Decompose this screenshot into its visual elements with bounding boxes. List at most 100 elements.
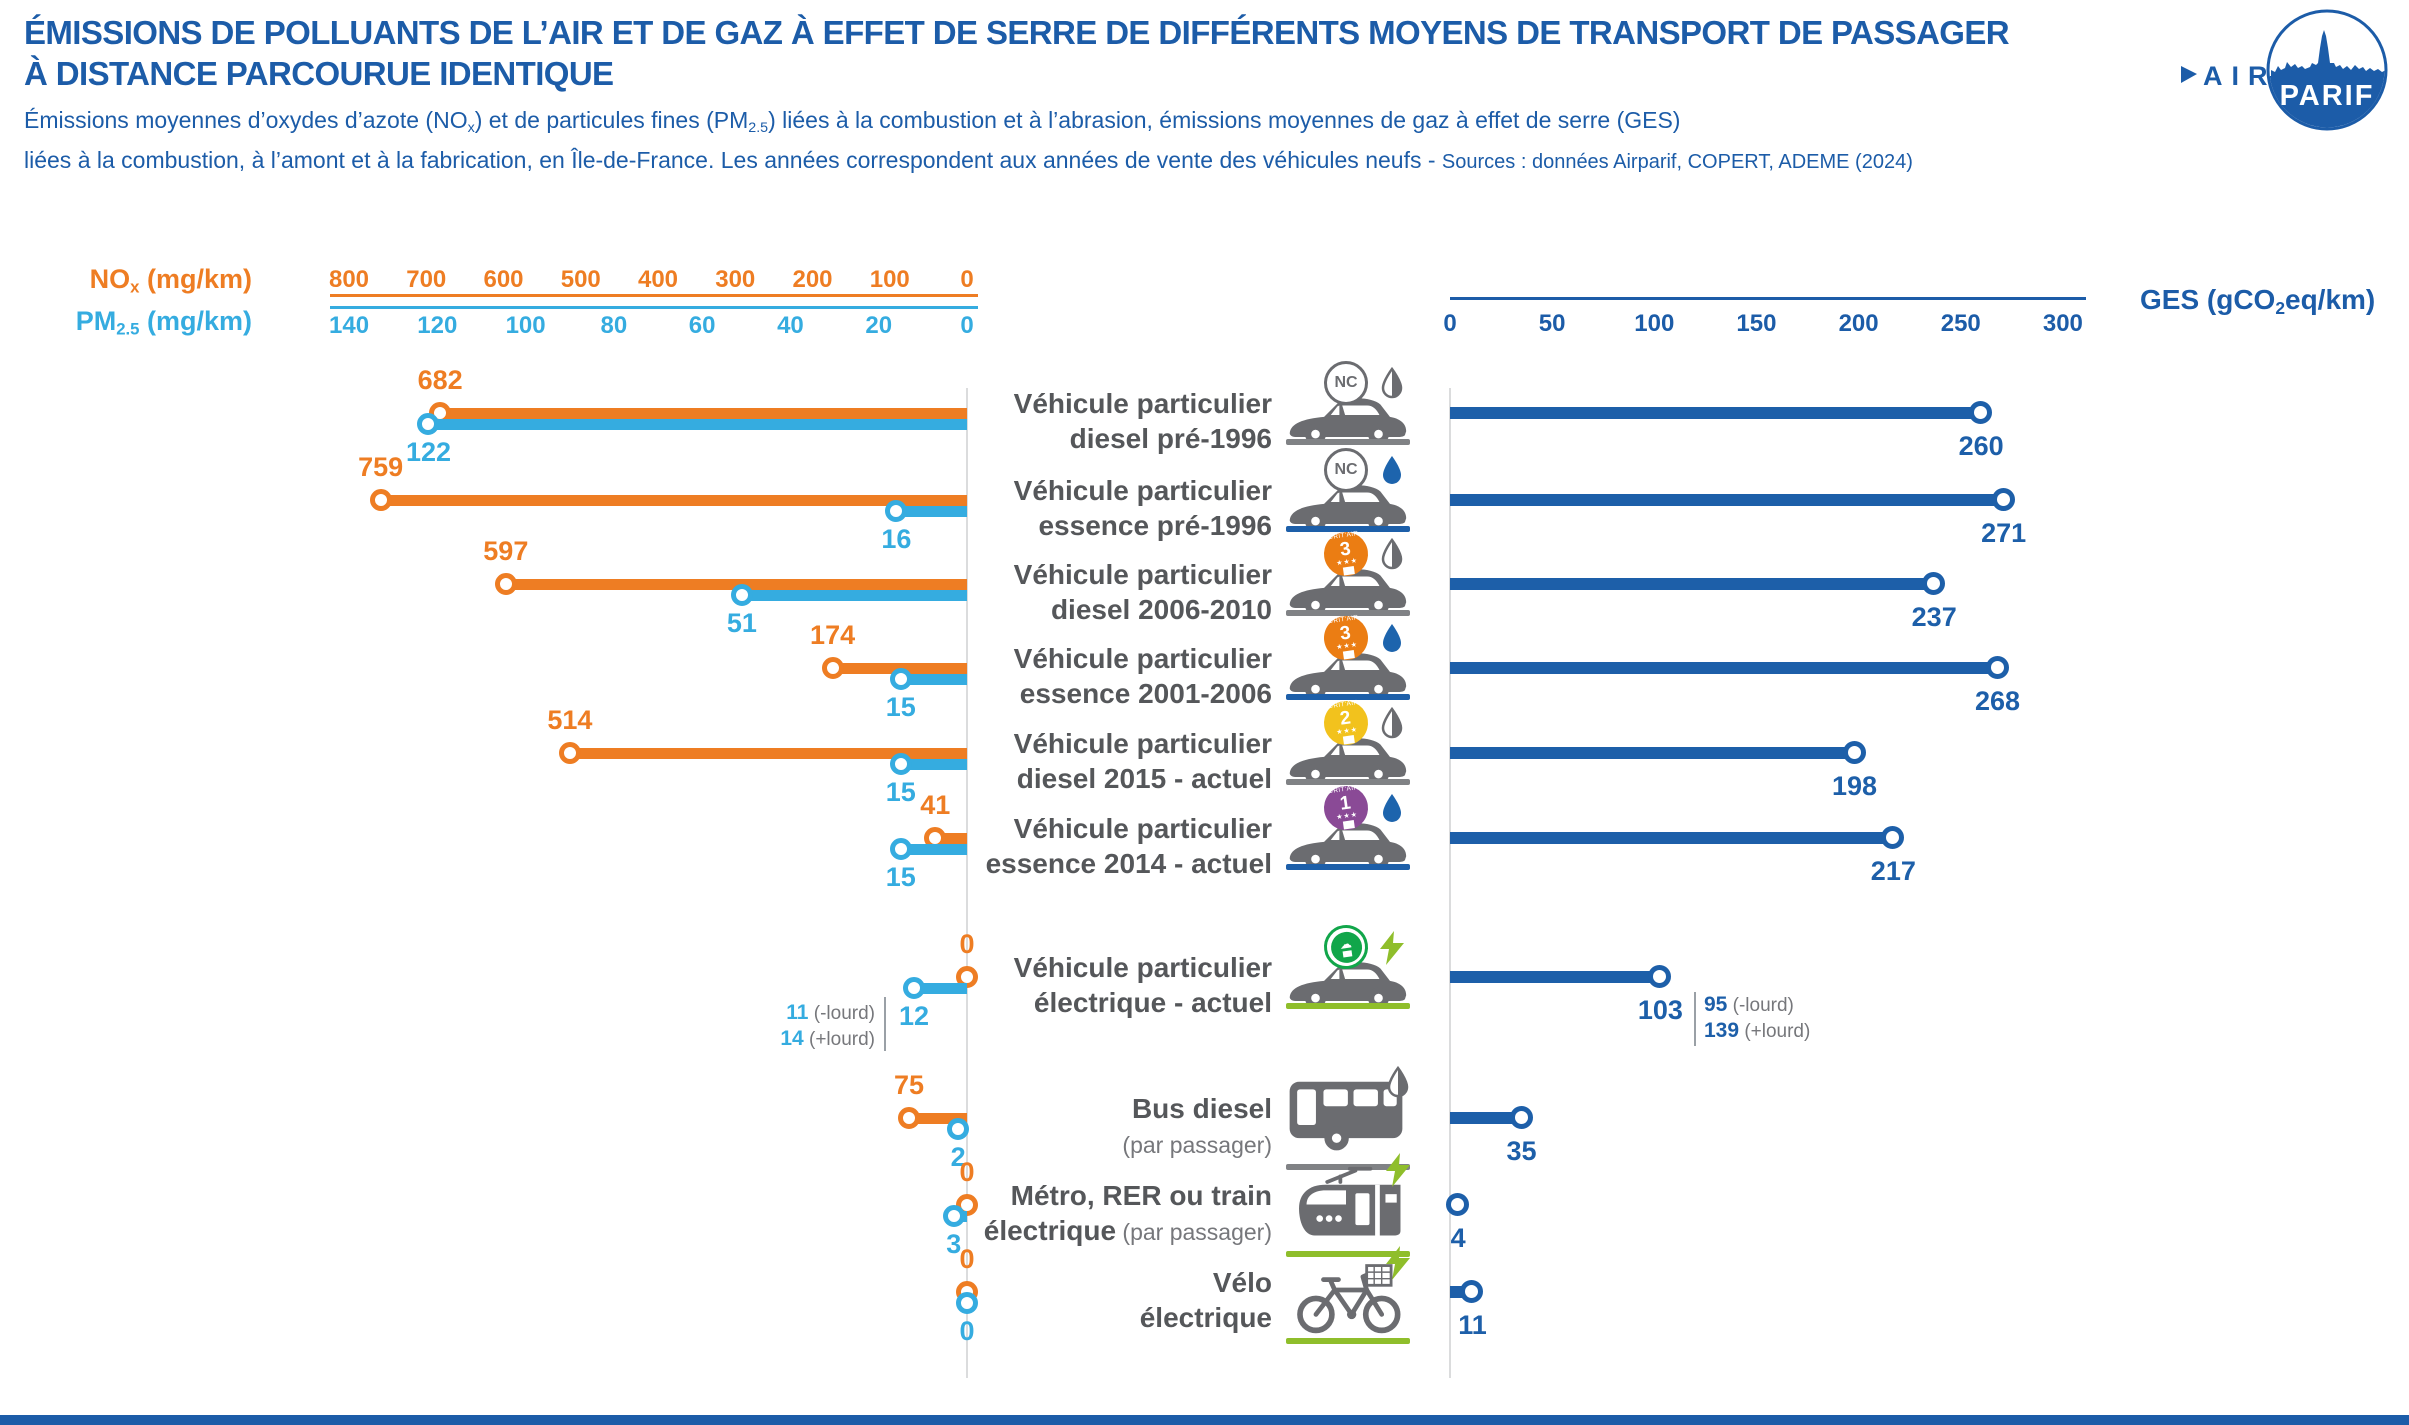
nox-bar <box>440 408 967 419</box>
icon-underline <box>1286 864 1410 870</box>
nox-axis-label: NOx (mg/km) <box>89 264 252 297</box>
ges-weight-note-line: 139 (+lourd) <box>1704 1019 1811 1042</box>
pm25-axis-line <box>330 306 978 309</box>
row-label: Bus diesel (par passager) <box>752 1091 1272 1163</box>
pm25-axis-tick: 140 <box>329 312 370 339</box>
pm25-weight-note-line: 14 (+lourd) <box>780 1027 875 1050</box>
car-icon <box>1289 653 1407 700</box>
ges-axis-tick: 250 <box>1940 310 1981 337</box>
pm25-axis-tick: 60 <box>688 312 716 339</box>
critair-badge-qr <box>1342 649 1355 660</box>
pm25-marker <box>889 838 912 860</box>
nox-axis-tick: 700 <box>406 266 447 293</box>
footer-bar <box>0 1415 2409 1425</box>
nox-bar <box>569 748 967 759</box>
pm25-note-divider <box>884 997 886 1051</box>
icon-underline <box>1286 1164 1410 1170</box>
fuel-droplet <box>1380 454 1404 491</box>
nox-bar <box>935 833 967 844</box>
title-line1: ÉMISSIONS DE POLLUANTS DE L’AIR ET DE GA… <box>24 14 2010 51</box>
row-label-line2: électrique - actuel <box>1033 987 1272 1018</box>
ges-value: 268 <box>1974 686 2021 716</box>
row-label: Véhicule particulier diesel pré-1996 <box>752 386 1272 456</box>
subtitle-line1: Émissions moyennes d’oxydes d’azote (NOx… <box>24 107 1681 136</box>
row-label: Vélo électrique <box>752 1265 1272 1335</box>
pm25-marker <box>942 1205 965 1227</box>
title-line2: À DISTANCE PARCOURUE IDENTIQUE <box>24 55 614 92</box>
vehicle-icon-box: NC <box>1284 361 1414 473</box>
ges-zero-line <box>1449 388 1451 1378</box>
ges-value: 260 <box>1958 431 2004 461</box>
nox-value: 682 <box>417 365 463 395</box>
fuel-droplet <box>1380 622 1404 659</box>
ges-axis-tick: 0 <box>1443 310 1457 337</box>
nox-marker <box>821 657 844 679</box>
vehicle-icon-box: CRIT'AIR 3 ★★★ <box>1284 613 1414 728</box>
nox-bar <box>909 1113 967 1124</box>
nox-value: 597 <box>483 536 529 566</box>
icon-underline <box>1286 439 1410 445</box>
nox-bar <box>380 495 967 506</box>
row-label: Véhicule particulier essence pré-1996 <box>752 473 1272 543</box>
row-label-line1: Véhicule particulier <box>1013 728 1272 759</box>
ges-value: 11 <box>1458 1310 1487 1340</box>
logo-arrow-icon <box>2181 66 2197 83</box>
ges-bar <box>1450 832 1894 844</box>
pm25-value: 0 <box>959 1316 975 1346</box>
pm25-bar <box>896 506 967 517</box>
ges-axis-tick: 50 <box>1538 310 1566 337</box>
pm25-bar <box>900 674 967 685</box>
fuel-droplet <box>1380 366 1404 404</box>
nc-badge-label: NC <box>1334 461 1358 478</box>
logo-air-text: AIR <box>2203 61 2277 91</box>
vehicle-icon <box>1284 389 1410 446</box>
ges-note-divider <box>1694 992 1696 1046</box>
row-label: Véhicule particulier diesel 2015 - actuel <box>752 726 1272 796</box>
bike-icon <box>1297 1264 1401 1334</box>
ges-marker <box>1648 965 1672 988</box>
row-label-line2: électrique <box>1139 1302 1272 1333</box>
nc-badge: NC <box>1324 361 1368 405</box>
pm25-axis-tick: 80 <box>600 312 628 339</box>
row-label-line2: essence pré-1996 <box>1038 510 1272 541</box>
ges-bar <box>1450 578 1935 590</box>
vehicle-icon-box: CRIT'AIR 1 ★★★ <box>1284 783 1414 898</box>
vehicle-icon-box <box>1284 1153 1414 1265</box>
ges-axis-label: GES (gCO2eq/km) <box>2140 284 2376 318</box>
nox-value: 0 <box>959 1244 975 1274</box>
pm25-weight-note-line: 11 (-lourd) <box>786 1001 875 1024</box>
page-title: ÉMISSIONS DE POLLUANTS DE L’AIR ET DE GA… <box>24 12 2010 94</box>
critair-badge-qr <box>1342 819 1355 830</box>
sources-text: Sources : données Airparif, COPERT, ADEM… <box>1441 150 1913 173</box>
icon-underline <box>1286 1338 1410 1344</box>
ges-marker <box>1985 656 2009 679</box>
airparif-logo: AIR PARIF <box>2181 9 2388 131</box>
icon-underline <box>1286 1003 1410 1009</box>
vehicle-icon <box>1284 1258 1408 1342</box>
row-label-line2: essence 2014 - actuel <box>985 848 1272 879</box>
pm25-marker <box>417 413 440 435</box>
row-label: Véhicule particulier diesel 2006-2010 <box>752 557 1272 627</box>
nox-value: 41 <box>920 790 951 820</box>
bus-icon <box>1289 1081 1403 1151</box>
essence-droplet-icon <box>1383 624 1401 652</box>
ges-weight-note-line: 95 (-lourd) <box>1704 993 1794 1016</box>
pm25-bar <box>914 983 967 994</box>
diesel-droplet-icon <box>1381 366 1403 399</box>
electric-bolt-icon <box>1386 1153 1410 1187</box>
ges-bar <box>1450 971 1661 983</box>
critair-badge-qr <box>1342 565 1355 576</box>
critair-e-cloud-icon: ☁ <box>1328 929 1364 965</box>
pm25-axis-tick: 0 <box>960 312 974 339</box>
ges-bar <box>1450 1112 1522 1124</box>
row-label-line2: diesel pré-1996 <box>1069 423 1272 454</box>
pm25-marker <box>885 500 908 522</box>
pm25-bar <box>900 759 967 770</box>
row-label-line1: Véhicule particulier <box>1013 952 1272 983</box>
pm25-axis-tick: 100 <box>505 312 546 339</box>
ges-marker <box>1446 1193 1470 1216</box>
pm25-marker <box>903 977 926 999</box>
pm25-marker <box>889 753 912 775</box>
pm25-value: 15 <box>885 692 916 722</box>
critair-badge-number: 3 <box>1338 622 1353 645</box>
